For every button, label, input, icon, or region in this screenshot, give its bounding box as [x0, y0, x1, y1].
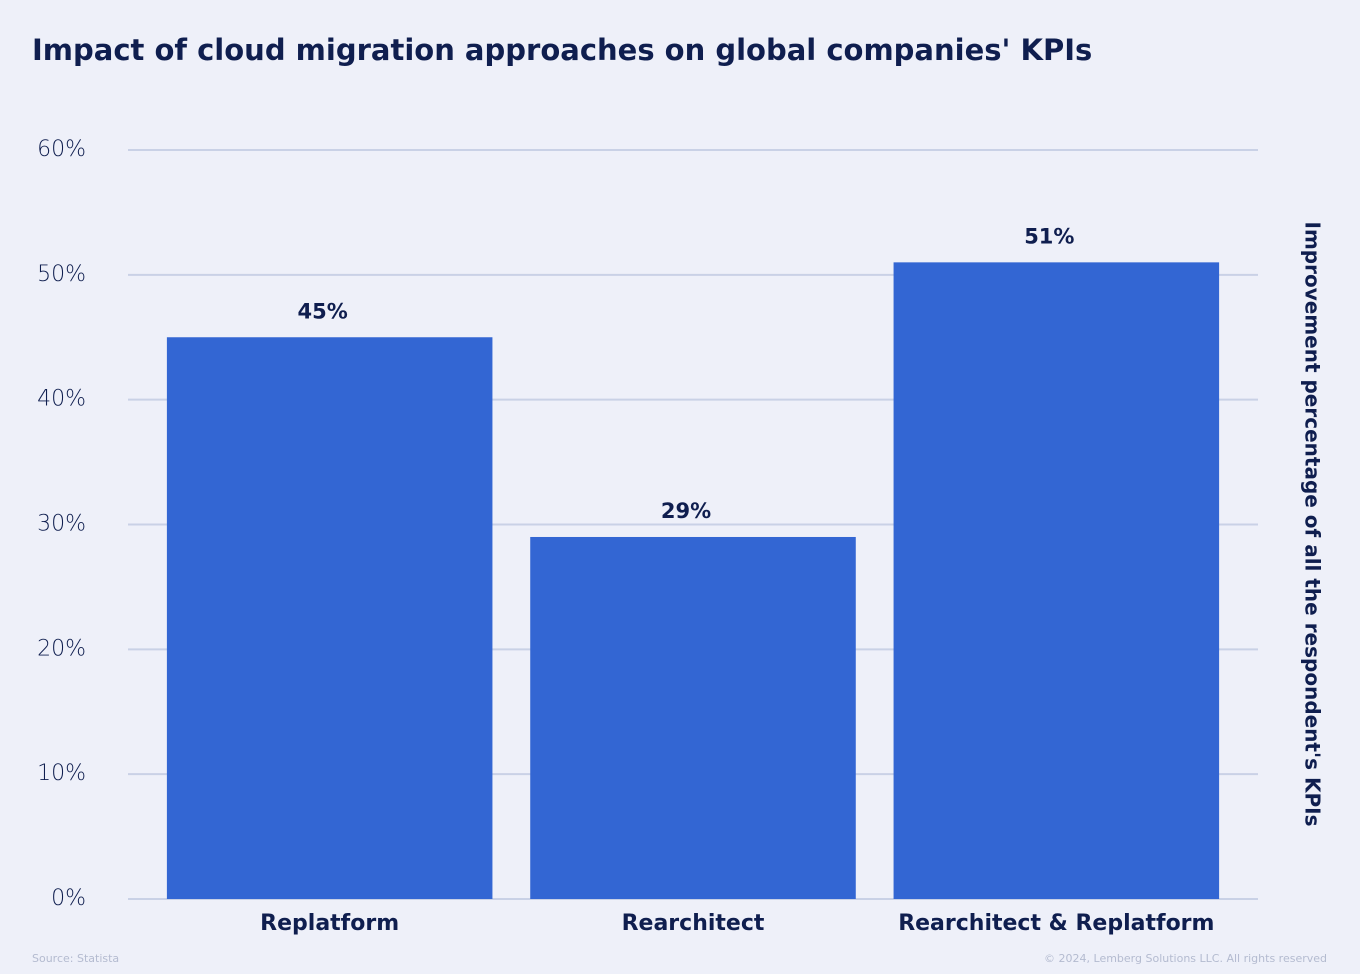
source: Source: Statista: [32, 952, 119, 965]
y-axis-label: Improvement percentage of all the respon…: [1301, 222, 1325, 827]
x-tick-label: Replatform: [260, 911, 399, 936]
y-tick-label: 10%: [37, 761, 86, 786]
value-label: 29%: [661, 499, 711, 523]
value-label: 45%: [298, 299, 348, 323]
x-tick-label: Rearchitect & Replatform: [898, 911, 1214, 936]
x-tick-label: Rearchitect: [622, 911, 765, 936]
bar: [166, 337, 493, 899]
y-tick-label: 50%: [37, 262, 86, 287]
y-tick-label: 30%: [37, 512, 86, 537]
copyright: © 2024, Lemberg Solutions LLC. All right…: [1044, 952, 1327, 965]
value-label: 51%: [1024, 224, 1074, 248]
bar: [893, 262, 1220, 900]
y-tick-label: 40%: [37, 387, 86, 412]
y-tick-label: 0%: [51, 886, 86, 911]
chart-title: Impact of cloud migration approaches on …: [32, 33, 1092, 67]
y-tick-label: 20%: [37, 636, 86, 661]
y-tick-label: 60%: [37, 137, 86, 162]
bar: [530, 536, 856, 899]
